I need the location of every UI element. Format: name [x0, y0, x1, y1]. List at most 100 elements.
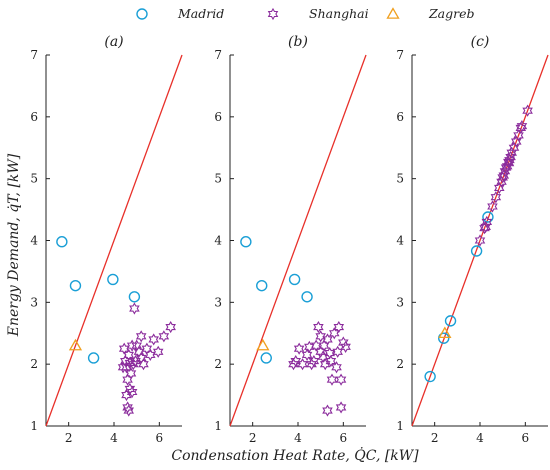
y-tick-label: 2 — [30, 357, 38, 371]
data-point-madrid — [301, 291, 313, 303]
series-zagreb — [438, 326, 452, 339]
identity-line — [411, 54, 549, 427]
panel-title: (c) — [471, 34, 490, 50]
chart-panel-2: (b) 1 2 3 4 5 6 7 2 4 6 — [214, 34, 367, 445]
identity-line — [45, 54, 183, 427]
series-madrid — [240, 236, 313, 364]
data-point-madrid — [56, 236, 68, 248]
data-point-shanghai — [490, 191, 502, 204]
data-point-shanghai — [481, 215, 493, 229]
data-point-shanghai — [158, 330, 170, 343]
data-point-shanghai — [297, 358, 308, 371]
data-point-zagreb — [68, 338, 83, 351]
legend-marker-hexagram — [267, 7, 279, 21]
data-point-shanghai — [496, 175, 507, 188]
data-point-madrid — [69, 279, 82, 292]
data-point-shanghai — [138, 358, 149, 371]
legend-item-shanghai: Shanghai — [267, 6, 369, 21]
x-tick-label: 4 — [294, 431, 302, 445]
panels: (a) 1 2 3 4 5 6 7 2 4 6 (b) 1 2 3 4 5 6 7 2 4 6 (c) 1 2 3 4 5 6 7 2 4 6 — [30, 34, 549, 445]
series-zagreb — [256, 338, 270, 351]
y-tick-label: 6 — [396, 110, 404, 124]
data-point-shanghai — [324, 346, 336, 360]
y-tick-label: 2 — [396, 357, 404, 371]
legend-marker-triangle — [386, 7, 400, 19]
y-tick-label: 3 — [30, 295, 38, 309]
data-point-shanghai — [480, 220, 491, 233]
data-point-madrid — [256, 279, 268, 292]
identity-line — [229, 54, 367, 427]
data-point-madrid — [260, 352, 272, 364]
chart-panel-3: (c) 1 2 3 4 5 6 7 2 4 6 — [396, 34, 549, 445]
data-point-shanghai — [165, 320, 176, 334]
y-tick-label: 5 — [396, 172, 404, 186]
y-tick-label: 7 — [396, 48, 404, 62]
series-shanghai — [117, 302, 176, 417]
data-point-shanghai — [135, 351, 147, 365]
series-madrid — [56, 236, 141, 364]
data-point-shanghai — [123, 404, 135, 417]
data-point-shanghai — [126, 339, 138, 352]
data-point-shanghai — [498, 169, 510, 182]
x-axis-label: Condensation Heat Rate, Q̇C, [kW] — [171, 446, 419, 464]
y-tick-label: 1 — [214, 419, 222, 433]
data-point-shanghai — [129, 302, 140, 315]
data-point-shanghai — [126, 385, 138, 399]
series-shanghai — [474, 104, 533, 247]
data-point-shanghai — [127, 358, 139, 371]
data-point-shanghai — [326, 373, 338, 386]
data-point-shanghai — [315, 330, 326, 343]
data-point-shanghai — [301, 348, 313, 361]
data-point-zagreb — [256, 338, 270, 351]
data-point-shanghai — [313, 320, 324, 334]
x-tick-label: 2 — [431, 431, 439, 445]
data-point-shanghai — [117, 361, 129, 374]
data-point-shanghai — [308, 354, 320, 368]
data-point-madrid — [482, 211, 494, 223]
panel-title: (a) — [104, 34, 123, 50]
y-tick-label: 7 — [30, 48, 38, 62]
data-point-shanghai — [335, 373, 347, 386]
data-point-shanghai — [131, 339, 142, 352]
data-point-shanghai — [332, 345, 343, 358]
data-point-shanghai — [121, 388, 132, 402]
legend-item-zagreb: Zagreb — [386, 6, 475, 21]
data-point-madrid — [87, 352, 100, 364]
x-tick-label: 6 — [340, 431, 348, 445]
legend-label: Madrid — [177, 6, 224, 21]
data-point-shanghai — [135, 330, 147, 343]
series-madrid — [424, 211, 494, 383]
data-point-shanghai — [293, 342, 305, 355]
y-tick-label: 7 — [214, 48, 222, 62]
data-point-shanghai — [290, 354, 302, 368]
data-point-shanghai — [340, 340, 351, 353]
data-point-madrid — [288, 273, 301, 286]
data-point-shanghai — [152, 345, 164, 358]
data-point-shanghai — [505, 150, 516, 164]
series-zagreb — [68, 338, 83, 351]
data-point-shanghai — [333, 320, 345, 334]
data-point-shanghai — [125, 367, 137, 380]
data-point-shanghai — [322, 404, 333, 417]
data-point-shanghai — [493, 181, 505, 195]
data-point-shanghai — [516, 120, 528, 133]
panel-title: (b) — [288, 34, 308, 50]
y-tick-label: 6 — [30, 110, 38, 124]
y-tick-label: 4 — [396, 234, 404, 248]
y-tick-label: 1 — [396, 419, 404, 433]
y-axis-label: Energy Demand, q̇T, [kW] — [6, 153, 22, 337]
data-point-shanghai — [508, 141, 520, 154]
data-point-shanghai — [335, 401, 347, 414]
data-point-shanghai — [522, 104, 533, 117]
x-tick-label: 4 — [110, 431, 118, 445]
y-tick-label: 6 — [214, 110, 222, 124]
data-point-shanghai — [338, 336, 349, 349]
legend-label: Shanghai — [309, 6, 369, 21]
y-tick-label: 5 — [30, 172, 38, 186]
legend-label: Zagreb — [428, 6, 475, 21]
data-point-shanghai — [322, 333, 333, 346]
data-point-shanghai — [304, 340, 315, 353]
data-point-shanghai — [510, 135, 522, 148]
y-tick-label: 3 — [214, 295, 222, 309]
